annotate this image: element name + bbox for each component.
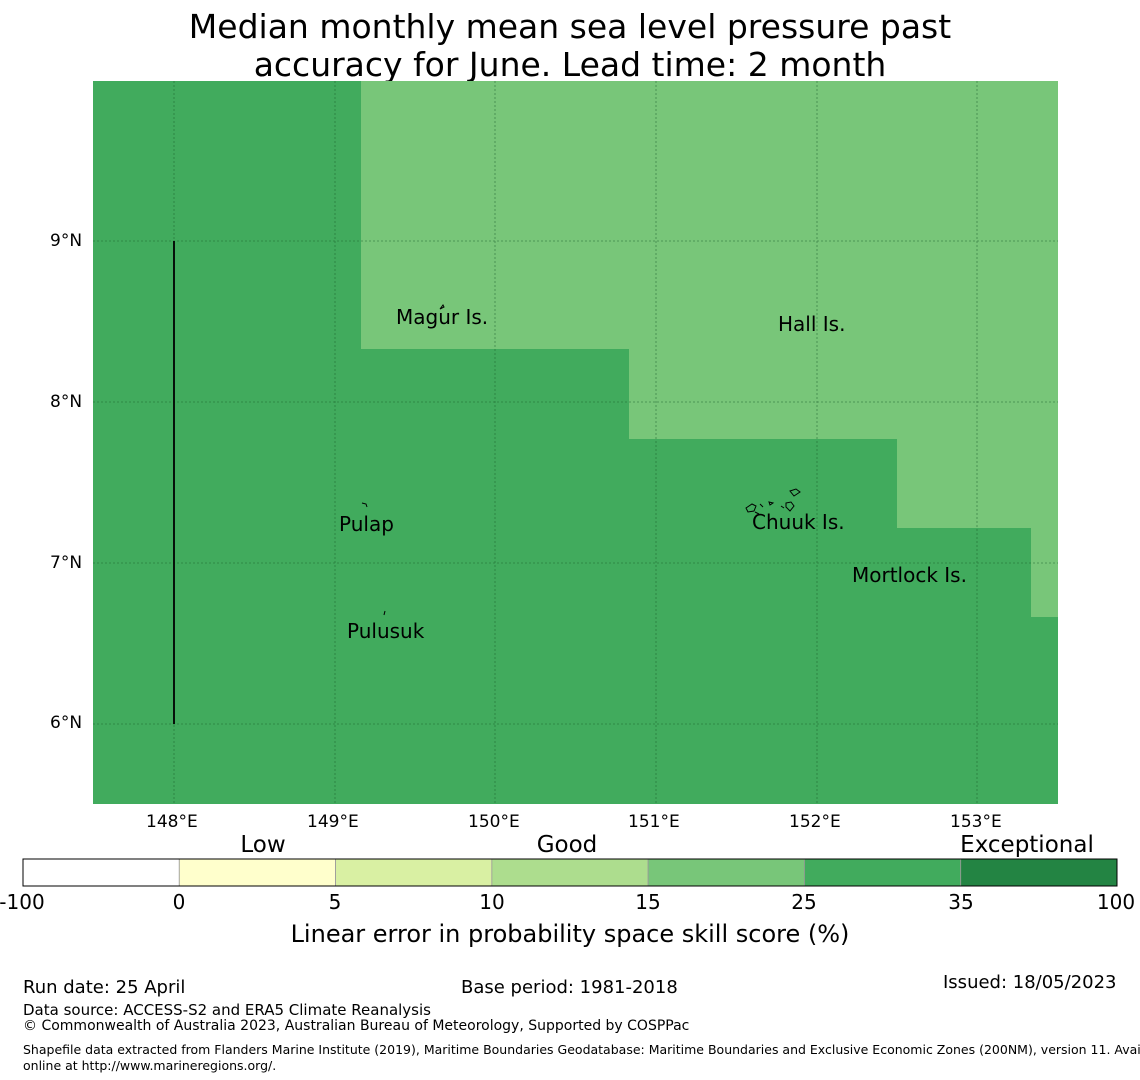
chart-title-line-2: accuracy for June. Lead time: 2 month [253,45,887,84]
colorbar-segment [178,858,336,887]
colorbar-tick: 0 [172,890,186,914]
pulusuk-island-shape [383,610,386,616]
place-label-magur: Magur Is. [396,305,489,329]
colorbar-segment [804,858,962,887]
island-outlines [361,304,801,616]
colorbar-tick: 10 [479,890,505,914]
colorbar-segment [491,858,649,887]
magur-island-shape [439,304,445,310]
place-label-hall: Hall Is. [778,312,846,336]
colorbar-label: Linear error in probability space skill … [290,920,850,948]
place-label-chuuk: Chuuk Is. [752,510,845,534]
skill-region-good [361,81,1058,617]
base-period: Base period: 1981-2018 [461,977,678,998]
colorbar-segment [647,858,805,887]
lat-tick-7n: 7°N [50,553,83,573]
place-label-pulusuk: Pulusuk [347,619,425,643]
colorbar-tick: -100 [0,890,45,914]
gridlines [93,81,1058,804]
lon-tick-153: 153°E [950,812,1002,832]
colorbar-tick: 25 [791,890,817,914]
colorbar-tick: 15 [635,890,661,914]
chuuk-lagoon-shape [745,488,801,515]
lat-tick-9n: 9°N [50,231,83,251]
lon-tick-149: 149°E [307,812,359,832]
lon-tick-152: 152°E [789,812,841,832]
colorbar-tick: 5 [328,890,342,914]
place-label-mortlock: Mortlock Is. [852,563,967,587]
lat-tick-8n: 8°N [50,392,83,412]
lon-tick-148: 148°E [146,812,198,832]
colorbar-tick: 100 [1096,890,1136,914]
colorbar-segment [22,858,180,887]
colorbar-segment [960,858,1118,887]
place-label-pulap: Pulap [339,512,394,536]
chart-title-line-1: Median monthly mean sea level pressure p… [188,7,952,46]
lon-tick-150: 150°E [468,812,520,832]
data-source: Data source: ACCESS-S2 and ERA5 Climate … [23,1001,431,1019]
colorbar-category-good: Good [536,832,598,858]
run-date: Run date: 25 April [23,977,186,998]
colorbar-outline [22,858,1118,887]
colorbar [22,858,1118,887]
shapefile-credit-line-2: online at http://www.marineregions.org/. [23,1058,277,1073]
lat-tick-6n: 6°N [50,713,83,733]
shapefile-credit-line-1: Shapefile data extracted from Flanders M… [23,1042,1140,1057]
pulap-island-shape [361,502,368,508]
colorbar-tick: 35 [948,890,974,914]
copyright: © Commonwealth of Australia 2023, Austra… [23,1018,690,1034]
issued-date: Issued: 18/05/2023 [943,972,1117,993]
colorbar-segment [335,858,493,887]
lon-tick-151: 151°E [628,812,680,832]
colorbar-category-low: Low [240,832,286,858]
colorbar-category-exceptional: Exceptional [960,832,1094,858]
